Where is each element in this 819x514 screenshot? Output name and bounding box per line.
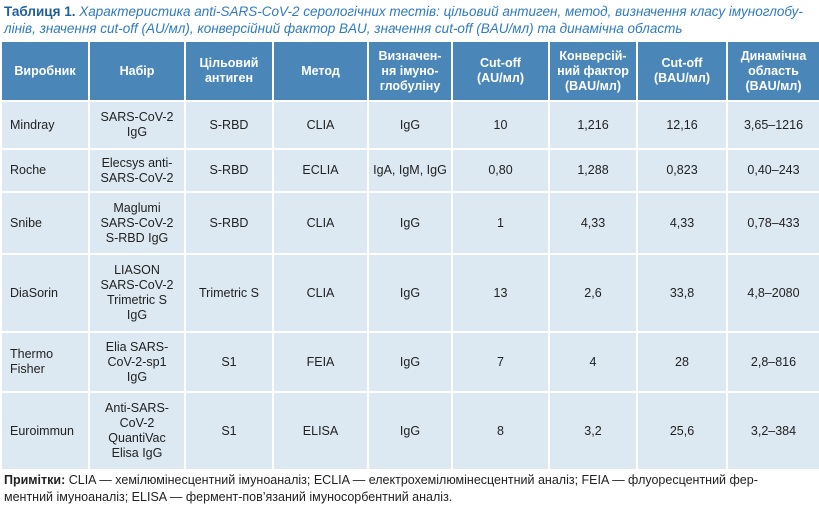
header-row: Виробник Набір Цільовий антиген Метод Визнач…: [0, 40, 819, 102]
header-cell: Конверсій- ний фактор (BAU/мл): [548, 40, 638, 102]
table-cell: FEIA: [272, 331, 369, 393]
table-cell: 2,8–816: [726, 331, 819, 393]
caption-label: Таблиця 1.: [4, 4, 76, 19]
table-cell: CLIA: [272, 191, 369, 255]
table-cell: LIASON SARS-CoV-2 Trimetric S IgG: [88, 253, 186, 333]
table-cell: SARS-CoV-2 IgG: [88, 100, 186, 150]
table-cell: 3,65–1216: [726, 100, 819, 150]
table-cell: 3,2: [548, 391, 638, 471]
table-cell: Elia SARS- CoV-2-sp1 IgG: [88, 331, 186, 393]
table-cell: 2,6: [548, 253, 638, 333]
table-cell: 4,8–2080: [726, 253, 819, 333]
table-cell: 0,78–433: [726, 191, 819, 255]
table-row: DiaSorin LIASON SARS-CoV-2 Trimetric S Ig…: [0, 253, 819, 333]
table-cell: 7: [451, 331, 550, 393]
footnote-text: CLIA — хемілюмінесцентний імуноаналіз; E…: [4, 473, 758, 504]
table-cell: Mindray: [0, 100, 90, 150]
table-cell: 10: [451, 100, 550, 150]
table-cell: 1,216: [548, 100, 638, 150]
table-cell: 3,2–384: [726, 391, 819, 471]
header-cell: Цільовий антиген: [184, 40, 274, 102]
footnote: Примітки: CLIA — хемілюмінесцентний імун…: [4, 472, 816, 506]
table-row: Mindray SARS-CoV-2 IgG S-RBD CLIA IgG 10 1,216…: [0, 100, 819, 150]
header-cell: Виробник: [0, 40, 90, 102]
table-cell: Maglumi SARS-CoV-2 S-RBD IgG: [88, 191, 186, 255]
table-cell: 8: [451, 391, 550, 471]
table-cell: Roche: [0, 148, 90, 193]
table-cell: CLIA: [272, 253, 369, 333]
table-cell: 1: [451, 191, 550, 255]
table-cell: S-RBD: [184, 148, 274, 193]
table-cell: S-RBD: [184, 100, 274, 150]
header-cell: Метод: [272, 40, 369, 102]
table-body: Mindray SARS-CoV-2 IgG S-RBD CLIA IgG 10 1,216…: [0, 100, 819, 471]
header-cell: Cut-off (BAU/мл): [636, 40, 728, 102]
table-cell: IgA, IgM, IgG: [367, 148, 453, 193]
table-cell: ECLIA: [272, 148, 369, 193]
table-cell: S1: [184, 391, 274, 471]
caption: Таблиця 1. Характеристика anti-SARS-CoV-…: [4, 3, 816, 37]
table-cell: IgG: [367, 100, 453, 150]
header-cell: Набір: [88, 40, 186, 102]
table-cell: 0,40–243: [726, 148, 819, 193]
table-row: Snibe Maglumi SARS-CoV-2 S-RBD IgG S-RBD CL…: [0, 191, 819, 255]
table-cell: Thermo Fisher: [0, 331, 90, 393]
table-cell: Snibe: [0, 191, 90, 255]
footnote-label: Примітки:: [4, 473, 66, 487]
table-cell: 0,823: [636, 148, 728, 193]
caption-text: Характеристика anti-SARS-CoV-2 серологіч…: [4, 4, 803, 36]
table-cell: Anti-SARS- CoV-2 QuantiVac Elisa IgG: [88, 391, 186, 471]
table-cell: IgG: [367, 391, 453, 471]
table-cell: DiaSorin: [0, 253, 90, 333]
table-cell: 4,33: [548, 191, 638, 255]
table-cell: ELISA: [272, 391, 369, 471]
table-row: Roche Elecsys anti- SARS-CoV-2 S-RBD ECLIA I…: [0, 148, 819, 193]
table-cell: 13: [451, 253, 550, 333]
table-cell: 33,8: [636, 253, 728, 333]
table-cell: 4,33: [636, 191, 728, 255]
table-cell: 0,80: [451, 148, 550, 193]
table-cell: 25,6: [636, 391, 728, 471]
header-cell: Динамічна область (BAU/мл): [726, 40, 819, 102]
table-row: Thermo Fisher Elia SARS- CoV-2-sp1 IgG S1 F…: [0, 331, 819, 393]
table-cell: Trimetric S: [184, 253, 274, 333]
table-cell: 4: [548, 331, 638, 393]
table-cell: IgG: [367, 331, 453, 393]
table-cell: IgG: [367, 253, 453, 333]
table-cell: 28: [636, 331, 728, 393]
table-cell: CLIA: [272, 100, 369, 150]
header-cell: Cut-off (AU/мл): [451, 40, 550, 102]
table-row: Euroimmun Anti-SARS- CoV-2 QuantiVac Elis…: [0, 391, 819, 471]
table-cell: Euroimmun: [0, 391, 90, 471]
table-cell: S1: [184, 331, 274, 393]
header-cell: Визначен- ня імуно- глобуліну: [367, 40, 453, 102]
table-cell: S-RBD: [184, 191, 274, 255]
table-cell: 1,288: [548, 148, 638, 193]
table-cell: Elecsys anti- SARS-CoV-2: [88, 148, 186, 193]
table: Виробник Набір Цільовий антиген Метод Визнач…: [0, 40, 819, 471]
table-cell: IgG: [367, 191, 453, 255]
table-cell: 12,16: [636, 100, 728, 150]
